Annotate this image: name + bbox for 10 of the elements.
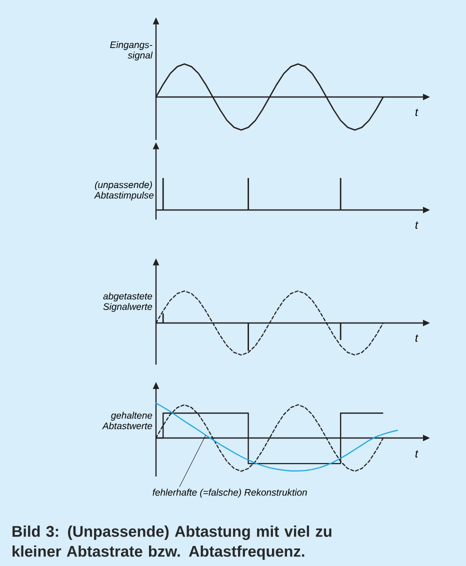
- y-axis-title: abgetastete Signalwerte: [103, 292, 152, 312]
- y-axis-title: (unpassende) Abtastimpulse: [94, 181, 154, 200]
- y-axis-title: gehaltene Abtastwerte: [102, 412, 152, 430]
- y-axis-title: Eingangs-signal: [110, 41, 153, 60]
- x-axis-title: t: [415, 222, 418, 229]
- text: fehlerhafte (=falsche) Rekonstruktion: [152, 488, 307, 498]
- text: Bild 3: (Unpassende) Abtastung mit viel zu kleiner Abtastrate bzw. Abtastfrequenz.: [12, 526, 332, 560]
- x-axis-title: t: [415, 450, 418, 458]
- x-axis-title: t: [415, 108, 418, 116]
- x-axis-title: t: [415, 334, 418, 342]
